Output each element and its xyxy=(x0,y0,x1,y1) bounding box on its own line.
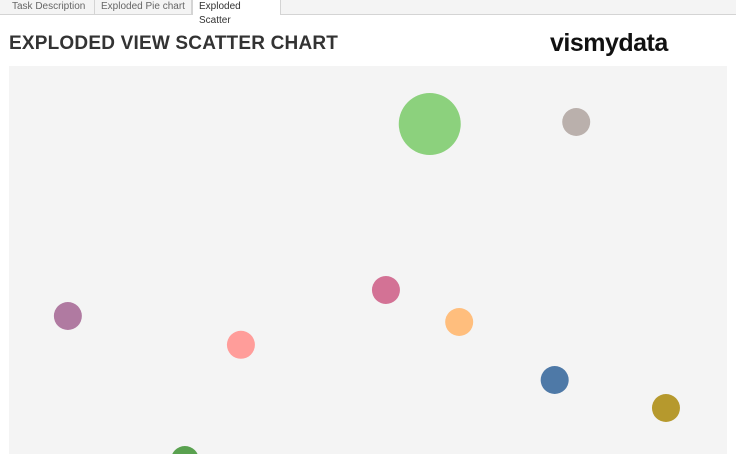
scatter-point-5[interactable] xyxy=(226,330,255,359)
scatter-point-6[interactable] xyxy=(540,366,569,394)
tab-bar: Task Description Exploded Pie chart Expl… xyxy=(0,0,736,26)
scatter-point-8[interactable] xyxy=(171,446,199,454)
scatter-point-0[interactable] xyxy=(398,93,461,155)
vismydata-logo: vismydata xyxy=(550,29,668,57)
tab-task-description[interactable]: Task Description xyxy=(6,0,95,14)
scatter-chart xyxy=(53,93,680,454)
scatter-point-3[interactable] xyxy=(53,302,82,330)
scatter-point-1[interactable] xyxy=(562,108,591,136)
page-title: EXPLODED VIEW SCATTER CHART xyxy=(9,33,339,54)
scatter-point-2[interactable] xyxy=(371,276,400,304)
scatter-point-4[interactable] xyxy=(445,308,474,336)
scatter-plot-area xyxy=(9,66,727,454)
tab-exploded-scatter[interactable]: Exploded Scatter xyxy=(192,0,281,26)
scatter-point-7[interactable] xyxy=(651,394,680,422)
tab-exploded-pie-chart[interactable]: Exploded Pie chart xyxy=(95,0,192,14)
